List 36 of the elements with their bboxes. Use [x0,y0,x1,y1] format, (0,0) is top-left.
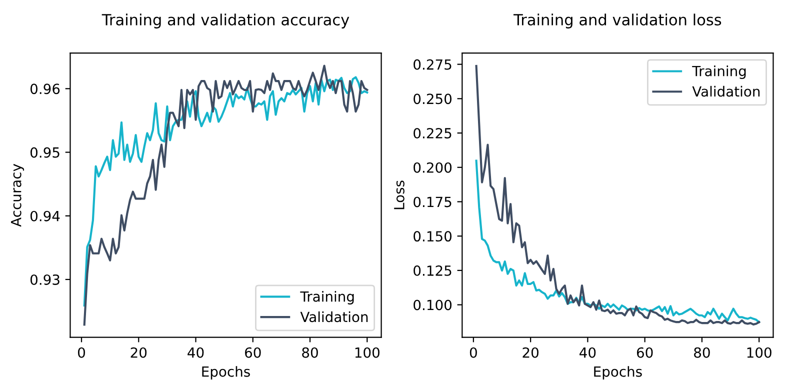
legend-label: Training [300,291,354,304]
y-tick-label: 0.175 [414,196,452,208]
legend-label: Training [692,66,746,79]
y-tick-label: 0.93 [30,274,60,285]
x-tick-label: 100 [355,347,380,358]
y-tick-label: 0.125 [414,265,452,276]
y-tick-label: 0.150 [414,231,452,242]
y-tick-label: 0.95 [30,147,60,158]
y-tick-label: 0.96 [30,84,60,94]
legend-label: Validation [300,311,368,322]
line-series [475,64,760,326]
x-tick-label: 60 [636,347,653,358]
legend-label: Validation [692,86,760,97]
x-tick-label: 60 [245,347,261,358]
line-series [475,160,760,324]
x-tick-label: 80 [302,347,318,358]
chart-title: Training and validation accuracy [102,14,350,28]
y-axis-title: Loss [394,180,404,210]
x-tick-label: 40 [580,347,596,358]
x-tick-label: 20 [522,347,538,358]
y-axis-title: Accuracy [11,164,24,227]
x-axis-title: Epochs [202,366,250,380]
x-tick-label: 20 [130,347,147,358]
y-tick-label: 0.100 [414,300,452,310]
x-tick-label: 0 [78,347,85,358]
x-tick-label: 100 [747,347,772,358]
y-tick-label: 0.250 [414,94,452,104]
x-tick-label: 0 [470,347,477,358]
x-tick-label: 80 [694,347,710,358]
y-tick-label: 0.94 [30,210,60,222]
y-tick-label: 0.200 [414,162,452,173]
y-tick-label: 0.275 [414,59,452,70]
y-tick-label: 0.225 [414,128,452,138]
x-tick-label: 40 [188,347,204,358]
x-axis-title: Epochs [594,366,642,380]
chart-title: Training and validation loss [513,14,722,28]
